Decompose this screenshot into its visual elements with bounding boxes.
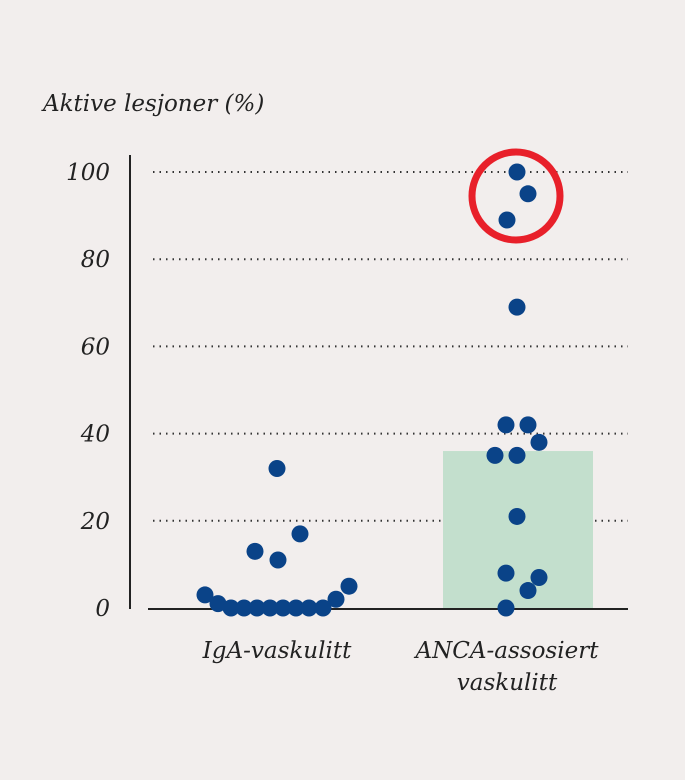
data-point (519, 185, 537, 203)
data-point (340, 577, 358, 595)
data-point (246, 542, 264, 560)
data-point (269, 551, 287, 569)
data-point (508, 446, 526, 464)
data-point (261, 599, 279, 617)
data-point (268, 459, 286, 477)
y-tick-label: 20 (80, 509, 110, 535)
data-point (327, 590, 345, 608)
highlight-circle (468, 148, 564, 244)
data-point (508, 163, 526, 181)
data-point (291, 525, 309, 543)
data-point (519, 416, 537, 434)
data-point (508, 298, 526, 316)
data-point (314, 599, 332, 617)
y-tick-label: 0 (95, 596, 110, 622)
data-point (530, 433, 548, 451)
data-point (248, 599, 266, 617)
data-point (498, 211, 516, 229)
y-tick-label: 100 (66, 160, 110, 186)
y-axis-label: Aktive lesjoner (%) (41, 91, 264, 117)
y-tick-label: 60 (81, 334, 110, 360)
data-point (274, 599, 292, 617)
data-point (300, 599, 318, 617)
x-category-label: ANCA-assosiert (414, 638, 600, 664)
mean-bar (443, 451, 593, 608)
data-point (196, 586, 214, 604)
data-point (530, 568, 548, 586)
data-point (209, 595, 227, 613)
data-point (486, 446, 504, 464)
data-point (497, 564, 515, 582)
y-tick-label: 80 (81, 247, 110, 273)
x-category-label: IgA-vaskulitt (202, 638, 352, 664)
data-point (287, 599, 305, 617)
data-point (222, 599, 240, 617)
data-point (497, 416, 515, 434)
x-category-label: vaskulitt (457, 670, 558, 696)
data-point (508, 507, 526, 525)
data-point (235, 599, 253, 617)
data-point (519, 582, 537, 600)
data-point (497, 599, 515, 617)
y-tick-label: 40 (80, 422, 110, 448)
